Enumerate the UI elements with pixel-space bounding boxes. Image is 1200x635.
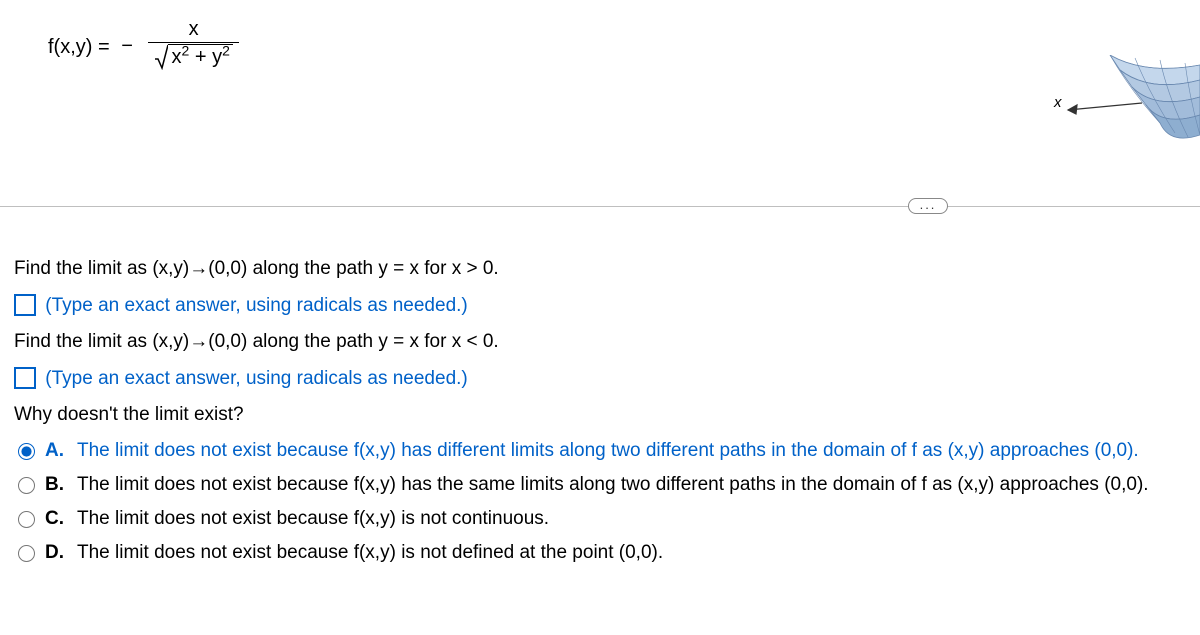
option-d-text: The limit does not exist because f(x,y) … [77, 542, 1190, 564]
option-a-letter: A. [45, 440, 67, 462]
radical-icon [154, 44, 168, 70]
option-d[interactable]: D. The limit does not exist because f(x,… [14, 542, 1190, 564]
q1-answer-input[interactable] [14, 294, 36, 316]
formula-fraction: x x2 + y2 [148, 18, 238, 76]
option-d-radio[interactable] [18, 545, 35, 562]
formula-lhs: f(x,y) = [48, 36, 110, 59]
q1-prompt: Find the limit as (x,y)→(0,0) along the … [14, 258, 1190, 280]
q1-hint: (Type an exact answer, using radicals as… [45, 295, 467, 316]
option-b-text: The limit does not exist because f(x,y) … [77, 474, 1190, 496]
more-pill[interactable]: ... [908, 198, 948, 214]
option-b-radio[interactable] [18, 477, 35, 494]
option-c-radio[interactable] [18, 511, 35, 528]
rad-plus: + [189, 46, 212, 68]
q2-answer-input[interactable] [14, 367, 36, 389]
option-c[interactable]: C. The limit does not exist because f(x,… [14, 508, 1190, 530]
option-d-letter: D. [45, 542, 67, 564]
formula-denominator: x2 + y2 [148, 42, 238, 76]
rad-x: x [171, 46, 181, 68]
radicand: x2 + y2 [168, 44, 232, 69]
axis-x-label: x [1053, 94, 1062, 111]
option-a-text: The limit does not exist because f(x,y) … [77, 440, 1190, 462]
formula-numerator: x [148, 18, 238, 42]
rad-y: y [212, 46, 222, 68]
why-prompt: Why doesn't the limit exist? [14, 404, 1190, 426]
section-divider [0, 206, 1200, 207]
rad-y-exp: 2 [222, 42, 230, 58]
formula-minus: − [121, 35, 133, 57]
sqrt: x2 + y2 [154, 44, 232, 70]
q2-hint: (Type an exact answer, using radicals as… [45, 368, 467, 389]
option-a-radio[interactable] [18, 443, 35, 460]
function-formula: f(x,y) = − x x2 + y2 [48, 18, 239, 76]
q2-prompt: Find the limit as (x,y)→(0,0) along the … [14, 331, 1190, 353]
option-a[interactable]: A. The limit does not exist because f(x,… [14, 440, 1190, 462]
option-c-text: The limit does not exist because f(x,y) … [77, 508, 1190, 530]
surface-plot: x [1050, 55, 1200, 165]
option-b[interactable]: B. The limit does not exist because f(x,… [14, 474, 1190, 496]
options-group: A. The limit does not exist because f(x,… [14, 440, 1190, 564]
option-c-letter: C. [45, 508, 67, 530]
option-b-letter: B. [45, 474, 67, 496]
